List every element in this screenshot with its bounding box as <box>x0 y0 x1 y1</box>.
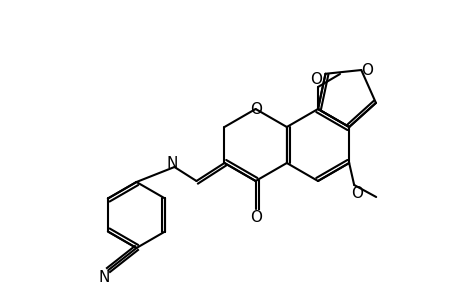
Text: N: N <box>167 155 178 170</box>
Text: O: O <box>249 209 261 224</box>
Text: O: O <box>309 71 321 86</box>
Text: N: N <box>99 269 110 284</box>
Text: O: O <box>350 185 363 200</box>
Text: O: O <box>360 62 372 77</box>
Text: O: O <box>249 101 261 116</box>
